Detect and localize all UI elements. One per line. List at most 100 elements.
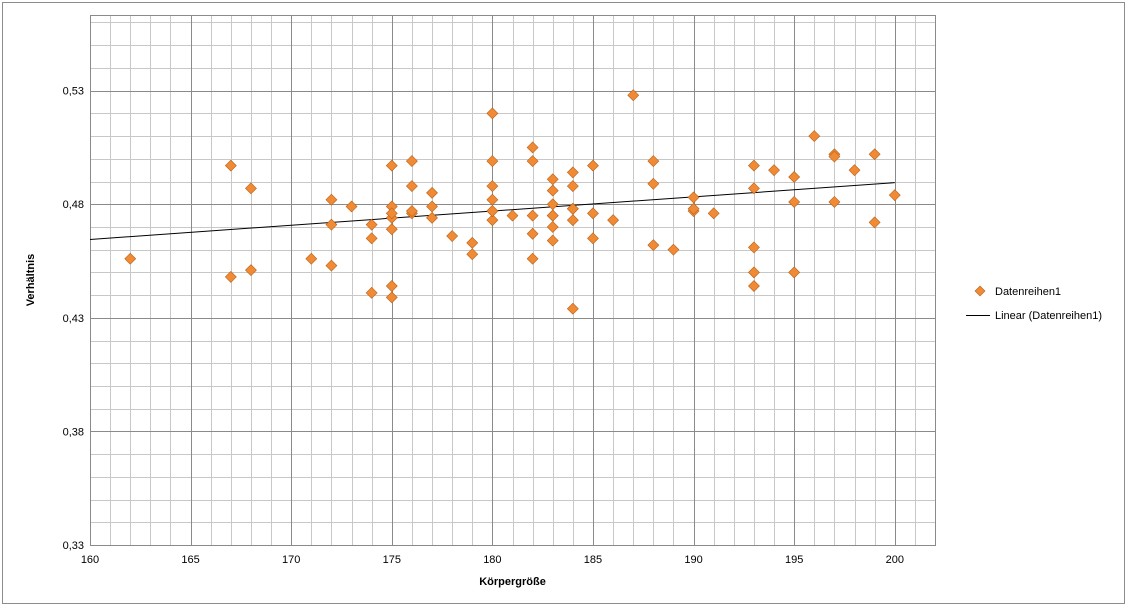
data-point xyxy=(868,148,881,161)
y-axis-tick-labels: 0,33 0,38 0,43 0,48 0,53 xyxy=(63,86,84,552)
data-point xyxy=(426,200,438,213)
data-point xyxy=(748,241,760,254)
x-axis-title: Körpergröße xyxy=(479,576,546,588)
data-point xyxy=(647,239,660,252)
x-tick-label: 195 xyxy=(785,554,803,566)
data-point xyxy=(486,107,499,120)
data-point xyxy=(848,164,861,177)
data-point xyxy=(748,182,760,195)
y-tick-label: 0,33 xyxy=(63,540,84,552)
data-point xyxy=(486,155,499,167)
data-point xyxy=(405,205,418,217)
data-point xyxy=(385,291,398,304)
minor-gridlines xyxy=(90,15,936,545)
x-axis-tick-labels: 160 165 170 175 180 185 190 195 200 xyxy=(81,554,904,566)
data-point xyxy=(365,286,378,299)
data-point xyxy=(748,159,760,172)
data-point xyxy=(546,209,559,222)
data-point xyxy=(486,180,499,192)
plot-area-border xyxy=(90,15,936,546)
data-point xyxy=(566,214,579,227)
data-point xyxy=(566,202,579,215)
data-point xyxy=(245,264,257,277)
data-point xyxy=(385,223,398,236)
data-point xyxy=(587,207,599,220)
data-point xyxy=(486,205,499,217)
x-tick-label: 170 xyxy=(282,554,300,566)
data-point xyxy=(124,252,137,265)
data-point xyxy=(526,209,539,222)
data-point xyxy=(768,164,780,177)
data-point xyxy=(707,207,720,220)
legend-marker-icon xyxy=(974,285,986,297)
x-tick-label: 160 xyxy=(81,554,99,566)
data-point xyxy=(224,159,237,172)
y-tick-label: 0,43 xyxy=(63,313,84,325)
major-gridlines xyxy=(90,15,935,546)
data-point xyxy=(546,234,559,247)
data-point xyxy=(607,214,620,227)
data-point xyxy=(748,280,760,292)
data-point xyxy=(466,248,479,261)
data-point xyxy=(587,232,599,245)
data-point xyxy=(687,202,700,215)
data-point xyxy=(546,173,559,186)
data-point xyxy=(325,259,338,272)
data-point xyxy=(526,227,539,240)
x-tick-label: 190 xyxy=(684,554,702,566)
x-tick-label: 185 xyxy=(584,554,602,566)
x-tick-label: 175 xyxy=(383,554,401,566)
data-point xyxy=(365,218,378,231)
data-point xyxy=(546,221,559,233)
data-point xyxy=(627,89,640,102)
data-point xyxy=(385,207,398,220)
data-point xyxy=(546,184,559,197)
data-point xyxy=(526,141,539,154)
data-point xyxy=(426,186,438,199)
data-point xyxy=(345,200,358,213)
x-tick-label: 180 xyxy=(483,554,501,566)
legend-label-trendline: Linear (Datenreihen1) xyxy=(995,310,1102,322)
data-point xyxy=(426,211,438,224)
y-axis-title: Verhältnis xyxy=(25,254,37,307)
data-point xyxy=(385,159,398,172)
data-point xyxy=(788,196,801,208)
data-point xyxy=(788,171,801,183)
data-point xyxy=(526,252,539,265)
data-point xyxy=(687,191,700,204)
data-point xyxy=(245,182,257,195)
data-point xyxy=(888,189,901,202)
x-tick-label: 165 xyxy=(181,554,199,566)
legend-diamond xyxy=(974,285,986,297)
legend: Datenreihen1 Linear (Datenreihen1) xyxy=(966,285,1102,322)
data-point xyxy=(486,193,499,206)
data-points xyxy=(124,89,901,315)
y-tick-label: 0,38 xyxy=(63,426,84,438)
data-point xyxy=(526,155,539,167)
data-point xyxy=(486,214,499,227)
data-point xyxy=(224,271,237,283)
data-point xyxy=(748,266,760,279)
data-point xyxy=(385,280,398,292)
x-tick-label: 200 xyxy=(886,554,904,566)
data-point xyxy=(305,252,318,265)
data-point xyxy=(788,266,801,279)
data-point xyxy=(506,209,519,222)
data-point xyxy=(466,236,479,249)
data-point xyxy=(325,218,338,231)
data-point xyxy=(446,230,459,242)
data-point xyxy=(868,216,881,229)
data-point xyxy=(647,155,660,167)
data-point xyxy=(566,302,579,315)
data-point xyxy=(587,159,599,172)
data-point xyxy=(566,166,579,179)
y-tick-label: 0,48 xyxy=(63,199,84,211)
data-point xyxy=(647,177,660,190)
data-point xyxy=(566,180,579,192)
y-tick-label: 0,53 xyxy=(63,86,84,98)
data-point xyxy=(667,243,680,256)
data-point xyxy=(828,196,841,208)
data-point xyxy=(365,232,378,245)
